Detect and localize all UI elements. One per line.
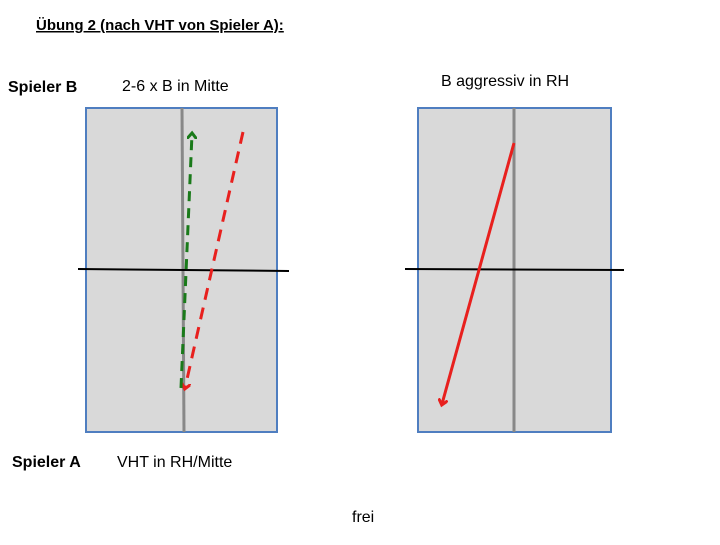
- title: Übung 2 (nach VHT von Spieler A):: [36, 17, 284, 34]
- player-a-label: Spieler A: [12, 454, 81, 471]
- right-table: [404, 107, 625, 433]
- footer: frei: [352, 509, 374, 526]
- left-table: [77, 107, 290, 433]
- left-bottom-label: VHT in RH/Mitte: [117, 454, 232, 471]
- player-b-label: Spieler B: [8, 79, 77, 96]
- left-top-label: 2-6 x B in Mitte: [122, 78, 229, 95]
- right-top-label: B aggressiv in RH: [441, 73, 569, 90]
